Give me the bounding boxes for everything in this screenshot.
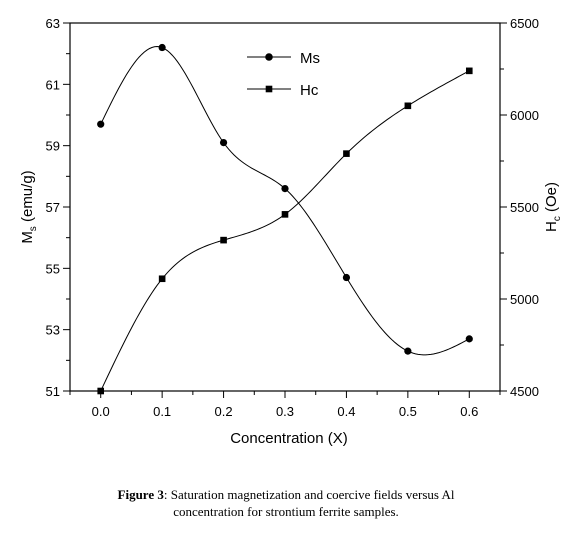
x-tick-label: 0.5 <box>399 404 417 419</box>
left-y-tick-label: 51 <box>46 384 60 399</box>
right-y-axis-label: Hc (Oe) <box>543 182 563 232</box>
series-line-ms <box>100 46 470 356</box>
left-y-axis-label: Ms (emu/g) <box>19 170 39 243</box>
data-point-ms <box>342 273 351 282</box>
data-point-ms <box>97 120 105 128</box>
legend-marker-ms <box>265 53 273 61</box>
data-point-hc <box>281 211 289 218</box>
x-tick-label: 0.2 <box>215 404 233 419</box>
data-point-ms <box>281 185 289 193</box>
data-point-ms <box>219 139 228 147</box>
x-tick-label: 0.1 <box>153 404 171 419</box>
caption-line-1: : Saturation magnetization and coercive … <box>163 487 455 502</box>
left-y-tick-label: 53 <box>46 323 60 338</box>
series-line-hc <box>100 70 470 392</box>
data-point-hc <box>97 387 105 395</box>
left-y-tick-label: 63 <box>46 16 60 31</box>
chart: 0.0 0.1 0.2 0.3 0.4 0.5 0.6 51 53 55 57 59 61 63 4500 5… <box>19 16 563 447</box>
x-axis-label: Concentration (X) <box>230 430 348 447</box>
caption-label: Figure 3 <box>117 487 164 502</box>
right-y-tick-label: 5000 <box>510 292 539 307</box>
left-y-tick-label: 61 <box>46 77 60 92</box>
left-y-tick-label: 55 <box>46 261 60 276</box>
left-y-tick-label: 57 <box>46 200 60 215</box>
left-y-tick-label: 59 <box>46 139 60 154</box>
right-y-tick-label: 6500 <box>510 16 539 31</box>
right-y-tick-label: 6000 <box>510 108 539 123</box>
data-point-ms <box>404 347 412 355</box>
right-y-tick-label: 4500 <box>510 384 539 399</box>
data-point-hc <box>465 67 473 75</box>
data-point-hc <box>404 102 412 110</box>
legend-marker-hc <box>265 85 273 93</box>
data-point-hc <box>220 236 227 244</box>
x-tick-label: 0.4 <box>337 404 355 419</box>
x-tick-label: 0.3 <box>276 404 294 419</box>
legend-label-hc: Hc <box>300 82 319 99</box>
legend-label-ms: Ms <box>300 50 320 67</box>
right-y-tick-label: 5500 <box>510 200 539 215</box>
data-point-ms <box>465 335 473 343</box>
figure-caption: Figure 3: Saturation magnetization and c… <box>0 486 572 520</box>
data-point-hc <box>343 150 350 157</box>
x-tick-label: 0.6 <box>460 404 478 419</box>
data-point-ms <box>158 43 166 52</box>
x-tick-label: 0.0 <box>92 404 110 419</box>
plot-frame <box>69 22 501 392</box>
caption-line-2: concentration for strontium ferrite samp… <box>173 504 399 519</box>
data-point-hc <box>158 275 166 283</box>
